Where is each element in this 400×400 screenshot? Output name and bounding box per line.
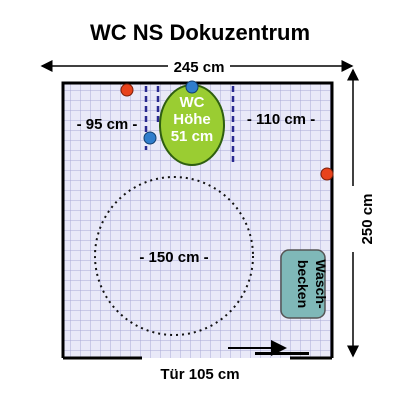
width-label-bg: [168, 56, 230, 76]
turning-circle-label: - 150 cm -: [139, 249, 208, 266]
left-clearance-label: - 95 cm -: [77, 116, 138, 133]
door-label: Tür 105 cm: [160, 366, 239, 383]
depth-label-bg: [343, 186, 363, 252]
sink-label-line1: Wasch-: [313, 259, 329, 309]
toilet-label-line1: WC: [180, 94, 205, 111]
red-dot-icon: [320, 167, 334, 181]
toilet-label-line2: Höhe: [173, 111, 211, 128]
blue-dot-icon: [143, 131, 157, 145]
turning-circle: [94, 176, 254, 336]
sink-label-line2: becken: [295, 260, 311, 308]
toilet-label-line3: 51 cm: [171, 128, 214, 145]
depth-label: 250 cm: [359, 194, 376, 245]
wall: [61, 81, 334, 358]
right-clearance-label: - 110 cm -: [247, 111, 315, 128]
blue-dot-icon: [185, 80, 199, 94]
door-icon: [228, 340, 309, 356]
width-label: 245 cm: [174, 59, 225, 76]
red-dot-icon: [120, 83, 134, 97]
plan-title: WC NS Dokuzentrum: [90, 20, 310, 45]
sink-icon: [280, 249, 326, 319]
